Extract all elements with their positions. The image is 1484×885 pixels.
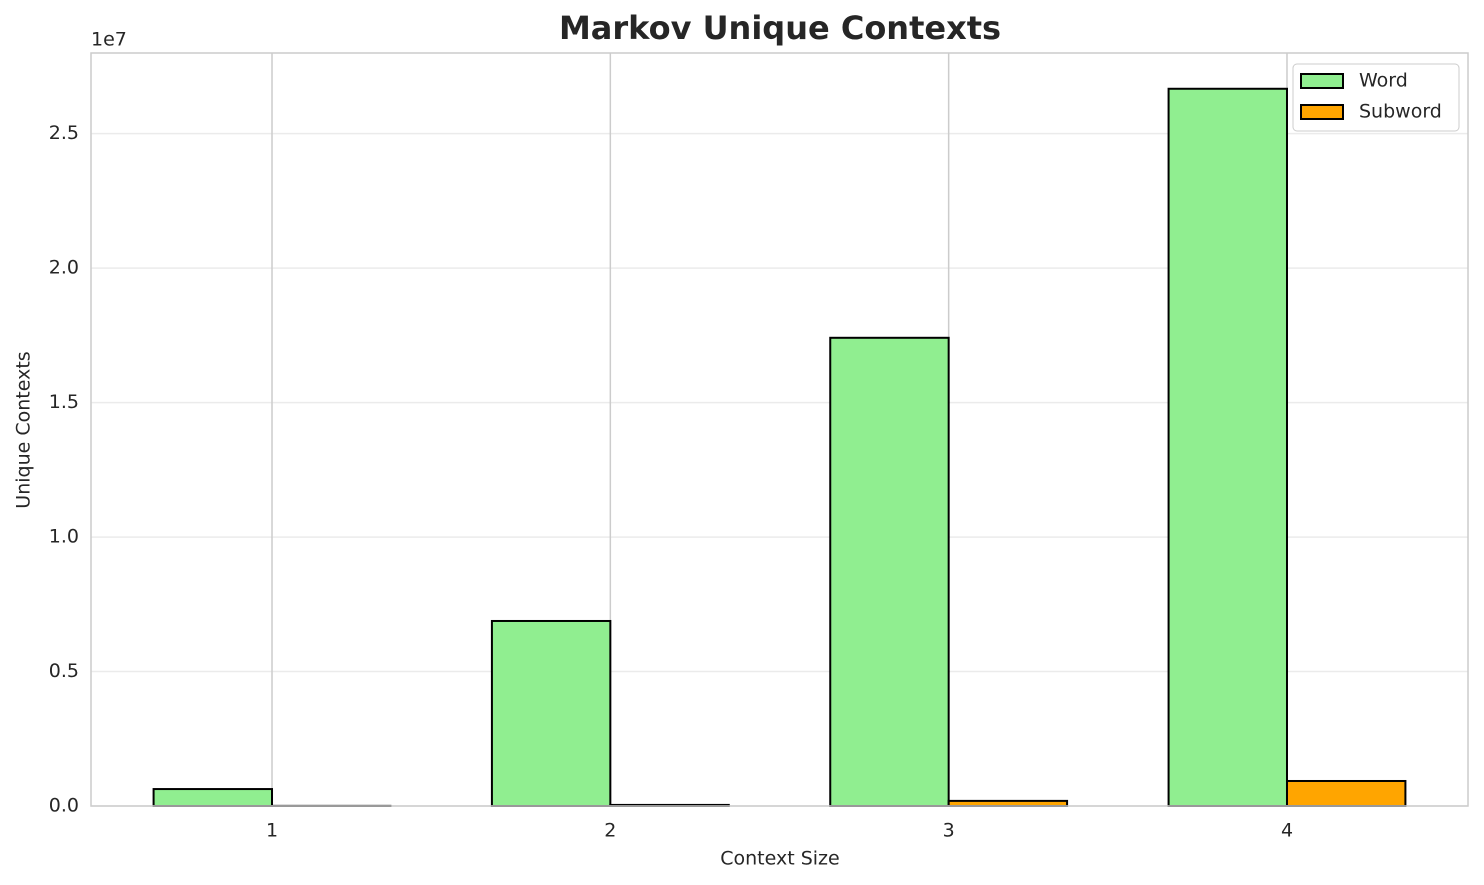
x-tick-label: 1 [266,820,278,842]
y-offset-label: 1e7 [91,29,127,51]
y-tick-label: 1.5 [49,391,79,413]
bar [490,619,612,808]
chart-title: Markov Unique Contexts [559,9,1001,47]
bar [152,788,274,807]
y-tick-label: 0.5 [49,660,79,682]
legend-label: Word [1359,70,1408,92]
y-tick-label: 0.0 [49,795,79,817]
y-tick-label: 1.0 [49,526,79,548]
y-tick-label: 2.0 [49,257,79,279]
plot-frame [90,52,1469,807]
bar [1285,779,1407,807]
x-tick-label: 2 [604,820,616,842]
legend: Word Subword [1292,63,1460,132]
bar [829,336,950,807]
bar [947,799,1069,808]
y-axis-label: Unique Contexts [13,351,35,508]
legend-label: Subword [1359,101,1442,123]
x-tick-label: 3 [943,820,955,842]
legend-swatch [1300,104,1344,120]
x-tick-label: 4 [1281,820,1293,842]
bar [1167,87,1288,807]
legend-swatch [1300,73,1344,89]
y-tick-label: 2.5 [49,122,79,144]
x-axis-label: Context Size [720,848,839,870]
